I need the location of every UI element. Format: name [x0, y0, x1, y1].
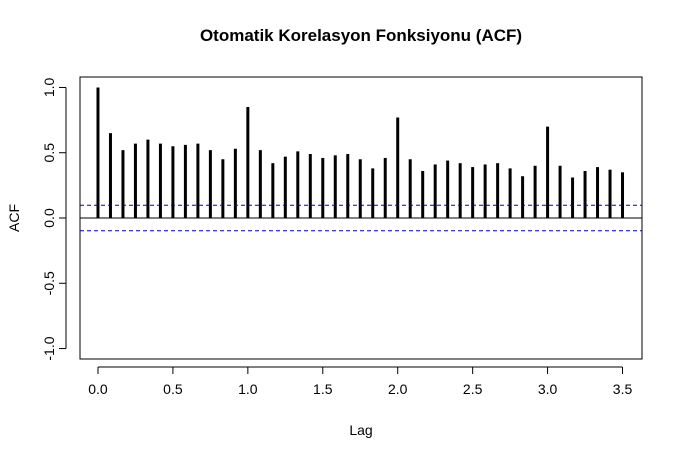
x-axis-label: Lag: [349, 422, 372, 438]
x-tick-label: 3.0: [538, 381, 558, 397]
x-tick-label: 1.0: [238, 381, 258, 397]
y-tick-label: -0.5: [41, 271, 57, 295]
x-tick-label: 2.5: [463, 381, 483, 397]
y-tick-label: -1.0: [41, 336, 57, 360]
x-tick-label: 1.5: [313, 381, 333, 397]
x-tick-label: 3.5: [613, 381, 633, 397]
x-tick-label: 2.0: [388, 381, 408, 397]
y-tick-label: 0.0: [41, 208, 57, 228]
y-tick-label: 1.0: [41, 78, 57, 98]
y-axis: -1.0 -0.5 0.0 0.5 1.0: [41, 78, 67, 361]
x-axis: 0.0 0.5 1.0 1.5 2.0 2.5 3.0 3.5: [88, 366, 633, 397]
y-axis-label: ACF: [6, 204, 22, 232]
x-tick-label: 0.0: [88, 381, 108, 397]
reference-lines: [80, 204, 642, 232]
x-tick-label: 0.5: [163, 381, 183, 397]
y-tick-label: 0.5: [41, 143, 57, 163]
chart-title: Otomatik Korelasyon Fonksiyonu (ACF): [200, 26, 522, 45]
acf-stems: [96, 87, 625, 218]
